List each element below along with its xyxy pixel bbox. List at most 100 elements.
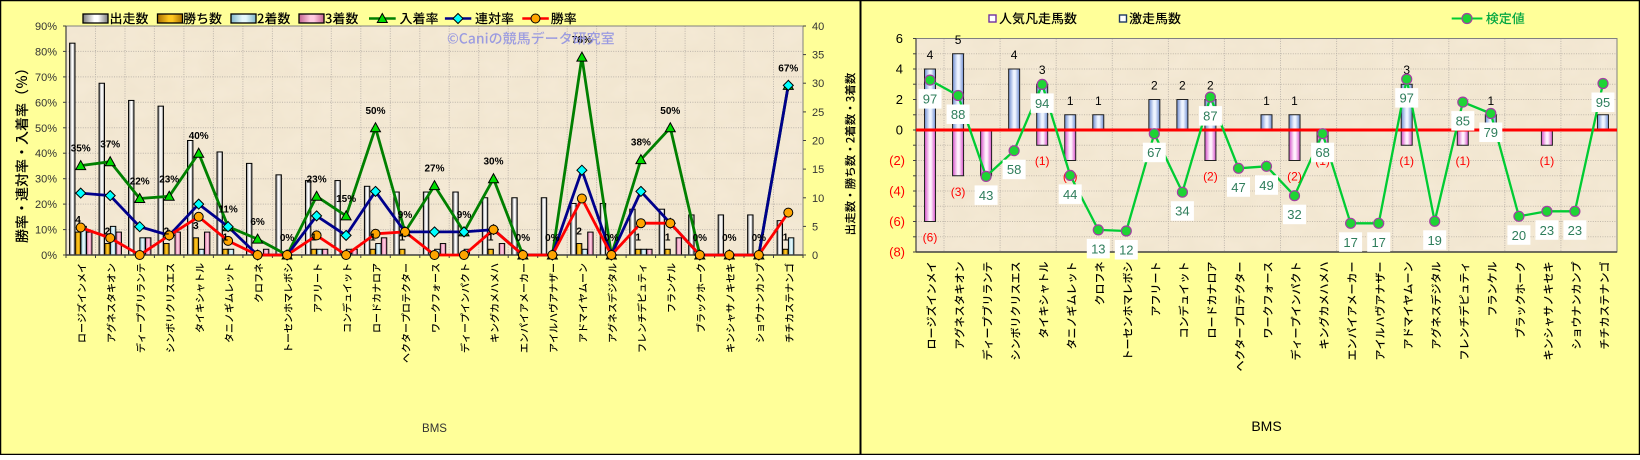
svg-text:(1): (1): [1540, 154, 1555, 168]
svg-text:94: 94: [1035, 96, 1049, 111]
svg-text:3: 3: [1039, 63, 1046, 77]
svg-text:37%: 37%: [100, 140, 120, 151]
svg-text:4: 4: [927, 48, 934, 62]
svg-text:35%: 35%: [71, 144, 91, 155]
svg-text:1: 1: [783, 232, 789, 243]
svg-text:5: 5: [955, 33, 962, 47]
svg-text:23%: 23%: [159, 174, 179, 185]
svg-text:4: 4: [896, 62, 903, 77]
svg-text:1: 1: [1067, 94, 1074, 108]
svg-text:79: 79: [1484, 125, 1498, 140]
svg-text:(3): (3): [951, 185, 966, 199]
svg-text:1: 1: [1291, 94, 1298, 108]
svg-text:(8): (8): [889, 245, 905, 260]
svg-text:(2): (2): [889, 153, 905, 168]
svg-text:3: 3: [1403, 63, 1410, 77]
svg-text:1: 1: [665, 232, 671, 243]
svg-text:19: 19: [1427, 233, 1441, 248]
svg-text:49: 49: [1259, 178, 1273, 193]
svg-text:80%: 80%: [35, 46, 57, 58]
svg-text:87: 87: [1203, 109, 1217, 124]
svg-text:50%: 50%: [660, 106, 680, 117]
svg-text:(2): (2): [1287, 170, 1302, 184]
svg-text:60%: 60%: [35, 97, 57, 109]
svg-text:0%: 0%: [752, 233, 767, 244]
svg-text:20: 20: [812, 136, 824, 148]
svg-text:35: 35: [812, 50, 824, 62]
svg-text:78%: 78%: [572, 35, 592, 46]
svg-text:38%: 38%: [631, 138, 651, 149]
svg-text:1: 1: [223, 232, 229, 243]
svg-text:(1): (1): [1035, 154, 1050, 168]
svg-text:3: 3: [193, 221, 199, 232]
svg-text:2: 2: [164, 227, 170, 238]
svg-text:40: 40: [812, 21, 824, 33]
svg-text:15: 15: [812, 164, 824, 176]
svg-text:34: 34: [1175, 204, 1189, 219]
svg-text:BMS: BMS: [1251, 418, 1281, 434]
svg-text:30: 30: [812, 78, 824, 90]
svg-text:6%: 6%: [250, 217, 265, 228]
svg-text:20%: 20%: [35, 199, 57, 211]
svg-text:95: 95: [1596, 95, 1610, 110]
svg-text:0%: 0%: [41, 250, 57, 262]
svg-text:17: 17: [1371, 235, 1385, 250]
svg-text:(2): (2): [1203, 170, 1218, 184]
svg-text:17: 17: [1343, 235, 1357, 250]
svg-text:4: 4: [75, 215, 81, 226]
svg-text:12: 12: [1119, 243, 1133, 258]
svg-text:10: 10: [812, 193, 824, 205]
svg-text:30%: 30%: [35, 174, 57, 186]
svg-text:15%: 15%: [336, 194, 356, 205]
svg-text:6: 6: [896, 31, 903, 46]
svg-text:1: 1: [1487, 94, 1494, 108]
svg-text:90%: 90%: [35, 21, 57, 33]
svg-text:43: 43: [979, 188, 993, 203]
svg-text:0%: 0%: [722, 233, 737, 244]
svg-text:1: 1: [1095, 94, 1102, 108]
svg-text:40%: 40%: [35, 148, 57, 160]
svg-text:23%: 23%: [307, 174, 327, 185]
svg-text:47: 47: [1231, 180, 1245, 195]
svg-text:2: 2: [1179, 79, 1186, 93]
svg-text:97: 97: [1399, 91, 1413, 106]
svg-text:13: 13: [1091, 241, 1105, 256]
svg-text:2: 2: [1151, 79, 1158, 93]
svg-text:2: 2: [1207, 79, 1214, 93]
svg-text:27%: 27%: [424, 164, 444, 175]
svg-text:1: 1: [488, 232, 494, 243]
svg-text:11%: 11%: [218, 205, 238, 216]
svg-text:(6): (6): [889, 214, 905, 229]
svg-text:20: 20: [1512, 228, 1526, 243]
svg-text:1: 1: [399, 232, 405, 243]
svg-text:44: 44: [1063, 187, 1077, 202]
svg-text:BMS: BMS: [422, 423, 447, 435]
svg-text:67%: 67%: [778, 63, 798, 74]
svg-text:1: 1: [370, 232, 376, 243]
svg-text:5: 5: [812, 221, 818, 233]
svg-text:(1): (1): [1455, 154, 1470, 168]
svg-text:40%: 40%: [189, 131, 209, 142]
svg-text:70%: 70%: [35, 72, 57, 84]
svg-text:85: 85: [1456, 114, 1470, 129]
svg-text:0: 0: [812, 250, 818, 262]
svg-text:2: 2: [576, 227, 582, 238]
svg-text:50%: 50%: [35, 123, 57, 135]
svg-text:9%: 9%: [457, 210, 472, 221]
svg-text:1: 1: [635, 232, 641, 243]
svg-text:1: 1: [1263, 94, 1270, 108]
svg-text:9%: 9%: [398, 210, 413, 221]
svg-text:68: 68: [1315, 145, 1329, 160]
svg-text:0%: 0%: [693, 233, 708, 244]
svg-text:0%: 0%: [516, 233, 531, 244]
svg-text:(4): (4): [889, 184, 905, 199]
svg-text:23: 23: [1568, 223, 1582, 238]
svg-text:50%: 50%: [365, 106, 385, 117]
svg-text:(6): (6): [923, 231, 938, 245]
svg-text:4: 4: [1011, 48, 1018, 62]
svg-text:67: 67: [1147, 145, 1161, 160]
svg-text:0%: 0%: [545, 233, 560, 244]
svg-text:2: 2: [105, 227, 111, 238]
svg-text:30%: 30%: [483, 157, 503, 168]
svg-text:32: 32: [1287, 207, 1301, 222]
